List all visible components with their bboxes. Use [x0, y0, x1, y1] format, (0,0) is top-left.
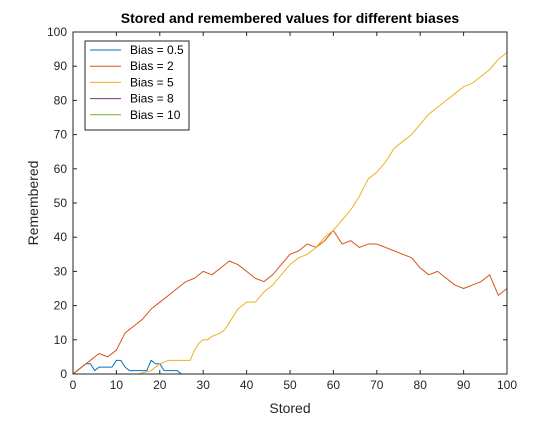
ticks: 0 10 20 30 40 50 60 70 80 90 100 0 10 20 30 40 50 60 70 80 9…: [47, 25, 517, 392]
legend-label: Bias = 5: [130, 75, 174, 89]
series-line-3: [73, 52, 508, 375]
chart-title: Stored and remembered values for differe…: [121, 10, 460, 26]
y-tick-label: 70: [54, 128, 68, 142]
y-tick-label: 20: [54, 299, 68, 313]
legend: Bias = 0.5 Bias = 2 Bias = 5 Bias = 8 Bias =…: [84, 40, 190, 131]
y-tick-label: 0: [60, 367, 67, 381]
x-tick-label: 70: [370, 378, 384, 392]
x-tick-label: 20: [153, 378, 167, 392]
x-tick-label: 10: [110, 378, 124, 392]
y-tick-label: 60: [54, 162, 68, 176]
y-axis-label: Remembered: [25, 161, 41, 246]
x-tick-label: 100: [497, 378, 517, 392]
series-line-1: [72, 359, 182, 375]
x-tick-label: 0: [70, 378, 77, 392]
y-tick-label: 100: [47, 25, 67, 39]
y-tick-label: 30: [54, 264, 68, 278]
y-tick-label: 50: [54, 196, 68, 210]
y-tick-label: 80: [54, 93, 68, 107]
legend-label: Bias = 0.5: [130, 43, 184, 57]
x-tick-label: 30: [197, 378, 211, 392]
x-tick-label: 90: [457, 378, 471, 392]
legend-label: Bias = 10: [130, 108, 181, 122]
series-line-2: [72, 229, 508, 375]
x-tick-label: 40: [240, 378, 254, 392]
x-tick-label: 60: [327, 378, 341, 392]
y-tick-label: 90: [54, 59, 68, 73]
x-axis-label: Stored: [269, 400, 310, 416]
y-tick-label: 10: [54, 333, 68, 347]
legend-label: Bias = 8: [130, 92, 174, 106]
y-tick-label: 40: [54, 230, 68, 244]
x-tick-label: 50: [283, 378, 297, 392]
legend-label: Bias = 2: [130, 59, 174, 73]
x-tick-label: 80: [414, 378, 428, 392]
